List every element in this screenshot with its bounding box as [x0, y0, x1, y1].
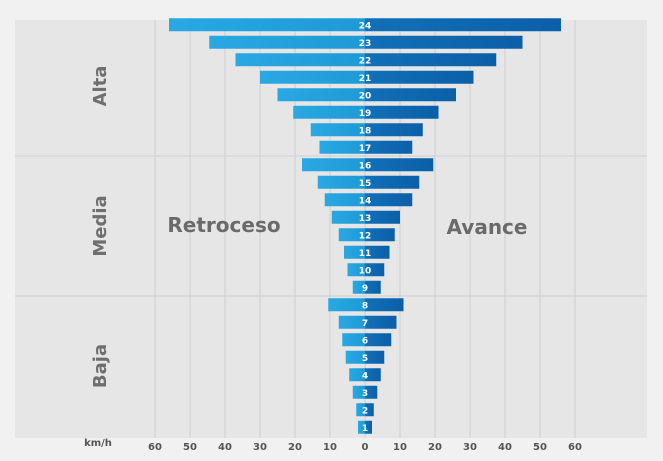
bar-avance-2 [365, 403, 374, 417]
bar-retroceso-20 [277, 88, 365, 102]
bar-avance-8 [365, 298, 404, 312]
bar-avance-17 [365, 140, 413, 154]
bar-retroceso-5 [345, 350, 365, 364]
gear-label: 15 [359, 179, 372, 189]
x-tick-label: 60 [148, 442, 162, 453]
x-tick-label: 20 [428, 442, 442, 453]
bar-retroceso-10 [347, 263, 365, 277]
bar-retroceso-14 [324, 193, 365, 207]
bar-retroceso-18 [310, 123, 365, 137]
bar-avance-13 [365, 210, 400, 224]
bar-avance-18 [365, 123, 423, 137]
bar-retroceso-24 [169, 18, 365, 32]
x-tick-label: 20 [288, 442, 302, 453]
bar-retroceso-12 [338, 228, 365, 242]
bar-avance-10 [365, 263, 385, 277]
gear-label: 10 [359, 266, 372, 276]
gear-label: 2 [362, 406, 368, 416]
bar-avance-4 [365, 368, 381, 382]
bar-retroceso-23 [209, 35, 365, 49]
bar-retroceso-2 [356, 403, 365, 417]
gear-label: 17 [359, 144, 372, 154]
bar-avance-5 [365, 350, 385, 364]
gear-label: 9 [362, 284, 368, 294]
gear-label: 13 [359, 214, 372, 224]
bar-avance-6 [365, 333, 392, 347]
gear-label: 19 [359, 109, 372, 119]
bar-avance-22 [365, 53, 497, 67]
bar-retroceso-3 [352, 385, 365, 399]
bar-retroceso-16 [302, 158, 365, 172]
gear-label: 6 [362, 336, 368, 346]
x-tick-label: 10 [393, 442, 407, 453]
bar-avance-19 [365, 105, 439, 119]
bar-avance-1 [365, 420, 372, 434]
gear-label: 23 [359, 39, 372, 49]
bar-retroceso-21 [260, 70, 365, 84]
gear-label: 3 [362, 389, 368, 399]
bars [169, 18, 561, 434]
x-tick-label: 50 [183, 442, 197, 453]
gear-label: 24 [359, 21, 372, 31]
x-axis: 60 50 40 30 20 10 0 10 20 30 40 50 60 [148, 442, 582, 453]
bar-retroceso-22 [235, 53, 365, 67]
bar-retroceso-9 [352, 280, 365, 294]
x-tick-label: 50 [533, 442, 547, 453]
series-label-retroceso: Retroceso [167, 213, 280, 237]
bar-retroceso-17 [319, 140, 365, 154]
bar-retroceso-13 [331, 210, 365, 224]
bar-avance-16 [365, 158, 434, 172]
gear-label: 14 [359, 196, 372, 206]
bar-retroceso-7 [338, 315, 365, 329]
x-tick-label: 10 [323, 442, 337, 453]
bar-retroceso-11 [344, 245, 365, 259]
x-tick-label: 30 [463, 442, 477, 453]
gear-label: 18 [359, 126, 372, 136]
bar-retroceso-8 [328, 298, 365, 312]
bar-avance-14 [365, 193, 413, 207]
unit-label: km/h [84, 438, 112, 449]
x-tick-label: 60 [568, 442, 582, 453]
gear-label: 11 [359, 249, 372, 259]
bar-avance-7 [365, 315, 397, 329]
bar-avance-3 [365, 385, 378, 399]
x-tick-label: 40 [218, 442, 232, 453]
x-tick-label: 0 [362, 442, 369, 453]
bar-retroceso-4 [349, 368, 365, 382]
bar-avance-24 [365, 18, 561, 32]
gear-label: 22 [359, 56, 372, 66]
gear-label: 21 [359, 74, 372, 84]
bar-avance-9 [365, 280, 381, 294]
gear-label: 16 [359, 161, 372, 171]
gear-label: 7 [362, 319, 368, 329]
bar-avance-12 [365, 228, 395, 242]
series-label-avance: Avance [447, 215, 528, 239]
bar-avance-20 [365, 88, 456, 102]
bar-avance-23 [365, 35, 523, 49]
bar-retroceso-15 [317, 175, 365, 189]
group-label-media: Media [90, 195, 111, 256]
bar-retroceso-1 [358, 420, 365, 434]
gear-label: 4 [362, 371, 368, 381]
gear-label: 1 [362, 424, 368, 434]
gear-label: 8 [362, 301, 368, 311]
bar-retroceso-19 [293, 105, 365, 119]
bar-avance-15 [365, 175, 420, 189]
x-tick-label: 30 [253, 442, 267, 453]
gear-label: 5 [362, 354, 368, 364]
bar-retroceso-6 [342, 333, 365, 347]
gear-label: 12 [359, 231, 372, 241]
bar-avance-21 [365, 70, 474, 84]
bar-avance-11 [365, 245, 390, 259]
x-tick-label: 40 [498, 442, 512, 453]
group-labels: Baja Media Alta [90, 66, 111, 389]
group-label-alta: Alta [90, 66, 111, 107]
gear-label: 20 [359, 91, 372, 101]
group-label-baja: Baja [90, 344, 111, 388]
